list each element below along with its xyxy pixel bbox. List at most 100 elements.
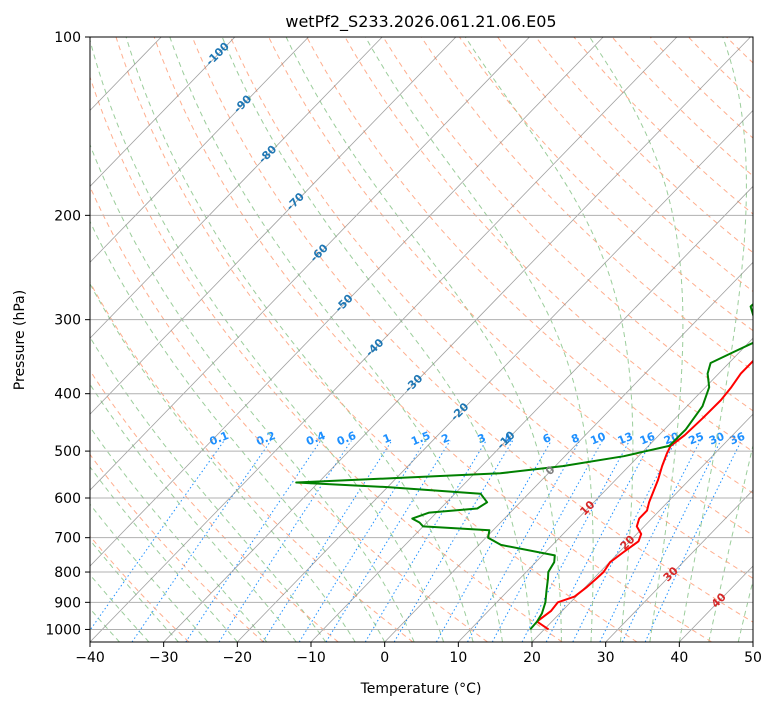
mixing-ratio-label: 3 [476,431,488,446]
moist-adiabat-line [90,336,327,642]
y-tick-label: 100 [54,30,81,46]
mixing-ratio-label: 1 [381,431,393,446]
moist-adiabats [90,37,753,642]
dry-adiabat-line [306,37,753,494]
x-tick-label: 0 [380,650,389,666]
isotherm-line [90,37,678,642]
mixing-ratio-label: 10 [589,430,608,448]
y-tick-label: 600 [54,491,81,507]
y-axis-label: Pressure (hPa) [12,290,28,390]
mixing-ratio-line [599,440,701,642]
chart-title: wetPf2_S233.2026.061.21.06.E05 [285,12,556,32]
isotherm-line [90,37,383,339]
x-tick-label: 20 [523,650,541,666]
isotherm-line [90,37,604,567]
dry-adiabat-line [90,369,339,642]
plot-frame [89,36,754,643]
isotherm-line [90,37,530,491]
x-tick-label: 50 [744,650,762,666]
mixing-ratio-line [298,440,426,642]
y-tick-label: 700 [54,531,81,547]
x-tick-label: 30 [597,650,615,666]
y-tick-label: 300 [54,313,81,329]
isotherm-line [237,109,753,642]
isotherm-line [90,37,457,415]
mixing-ratio-line [325,440,451,642]
y-tick-label: 1000 [45,622,81,638]
isotherm-line [90,37,236,187]
mixing-ratio-line [364,440,487,642]
sounding-series [295,303,753,631]
moist-adiabat-line [90,383,297,642]
x-axis-label: Temperature (°C) [360,681,482,697]
dry-adiabat-line [90,185,488,642]
mixing-ratio-line [621,440,722,642]
moist-adiabat-line [90,426,268,642]
moist-adiabat-line [589,37,684,642]
mixing-ratio-line [185,440,322,642]
isotherm-line [384,261,753,642]
mixing-ratio-line [521,440,631,642]
dry-adiabat-line [153,37,712,642]
mixing-ratio-label: 2 [439,431,451,446]
dry-adiabat-line [649,37,753,139]
x-tick-label: −40 [75,650,105,666]
y-tick-label: 800 [54,565,81,581]
dry-adiabat-line [535,37,753,254]
plot-area: 0.1 0.2 0.4 0.6 1 1.5 2 3 4 6 8 10 13 16 20 25 30 36 -100… [90,37,775,642]
isotherms [90,37,753,642]
mixing-ratio-line [262,440,393,642]
isotherm-line [752,641,753,642]
mixing-ratio-label: 16 [638,430,657,448]
dewpoint-profile-line [295,303,753,631]
y-tick-label: 400 [54,387,81,403]
dry-adiabat-line [573,37,753,215]
mixing-ratio-label: 13 [616,430,635,448]
isotherm-line [310,185,753,642]
mixing-ratio-label: 30 [707,430,726,448]
mixing-ratio-label: 8 [569,431,581,446]
moist-adiabat-line [678,37,747,642]
moist-adiabat-line [90,282,356,642]
isotherm-line [605,489,753,642]
mixing-ratio-label: 36 [728,430,747,448]
isotherm-line [531,413,753,642]
mixing-ratio-line [435,440,552,642]
x-axis-ticks: −40 −30 −20 −10 0 10 20 30 40 50 [75,642,762,666]
mixing-ratio-line [467,440,581,642]
pressure-gridlines [90,37,753,630]
dry-adiabat-line [90,453,264,642]
y-tick-label: 200 [54,208,81,224]
mixing-ratio-line [131,440,272,642]
y-axis-ticks: 100 200 300 400 500 600 700 800 900 1000 [45,30,90,638]
x-tick-label: −10 [296,650,326,666]
moist-adiabat-line [169,37,503,642]
x-tick-label: −20 [223,650,253,666]
mixing-ratio-label: 25 [687,430,706,448]
moist-adiabat-line [285,37,562,642]
moist-adiabat-line [90,539,179,642]
y-tick-label: 900 [54,595,81,611]
x-tick-label: 40 [670,650,688,666]
dry-adiabat-line [90,75,563,642]
mixing-ratio-label: 0.1 [208,429,231,448]
isotherm-line [163,37,751,642]
mixing-ratio-line [644,440,742,642]
dry-adiabats [90,37,775,642]
temperature-profile-line [536,359,753,631]
dry-adiabat-line [420,37,753,372]
dry-adiabat-line [382,37,753,412]
moist-adiabat-line [90,220,386,642]
moist-adiabat-line [737,578,753,642]
x-tick-label: 10 [449,650,467,666]
moist-adiabat-line [90,38,445,642]
dry-adiabat-line [765,37,775,642]
mixing-ratio-line [218,440,352,642]
moist-adiabat-line [90,466,238,642]
isotherm-label: 0 [543,463,558,478]
moist-adiabat-line [90,573,150,642]
moist-adiabat-line [90,503,209,642]
dry-adiabat-line [611,37,753,177]
